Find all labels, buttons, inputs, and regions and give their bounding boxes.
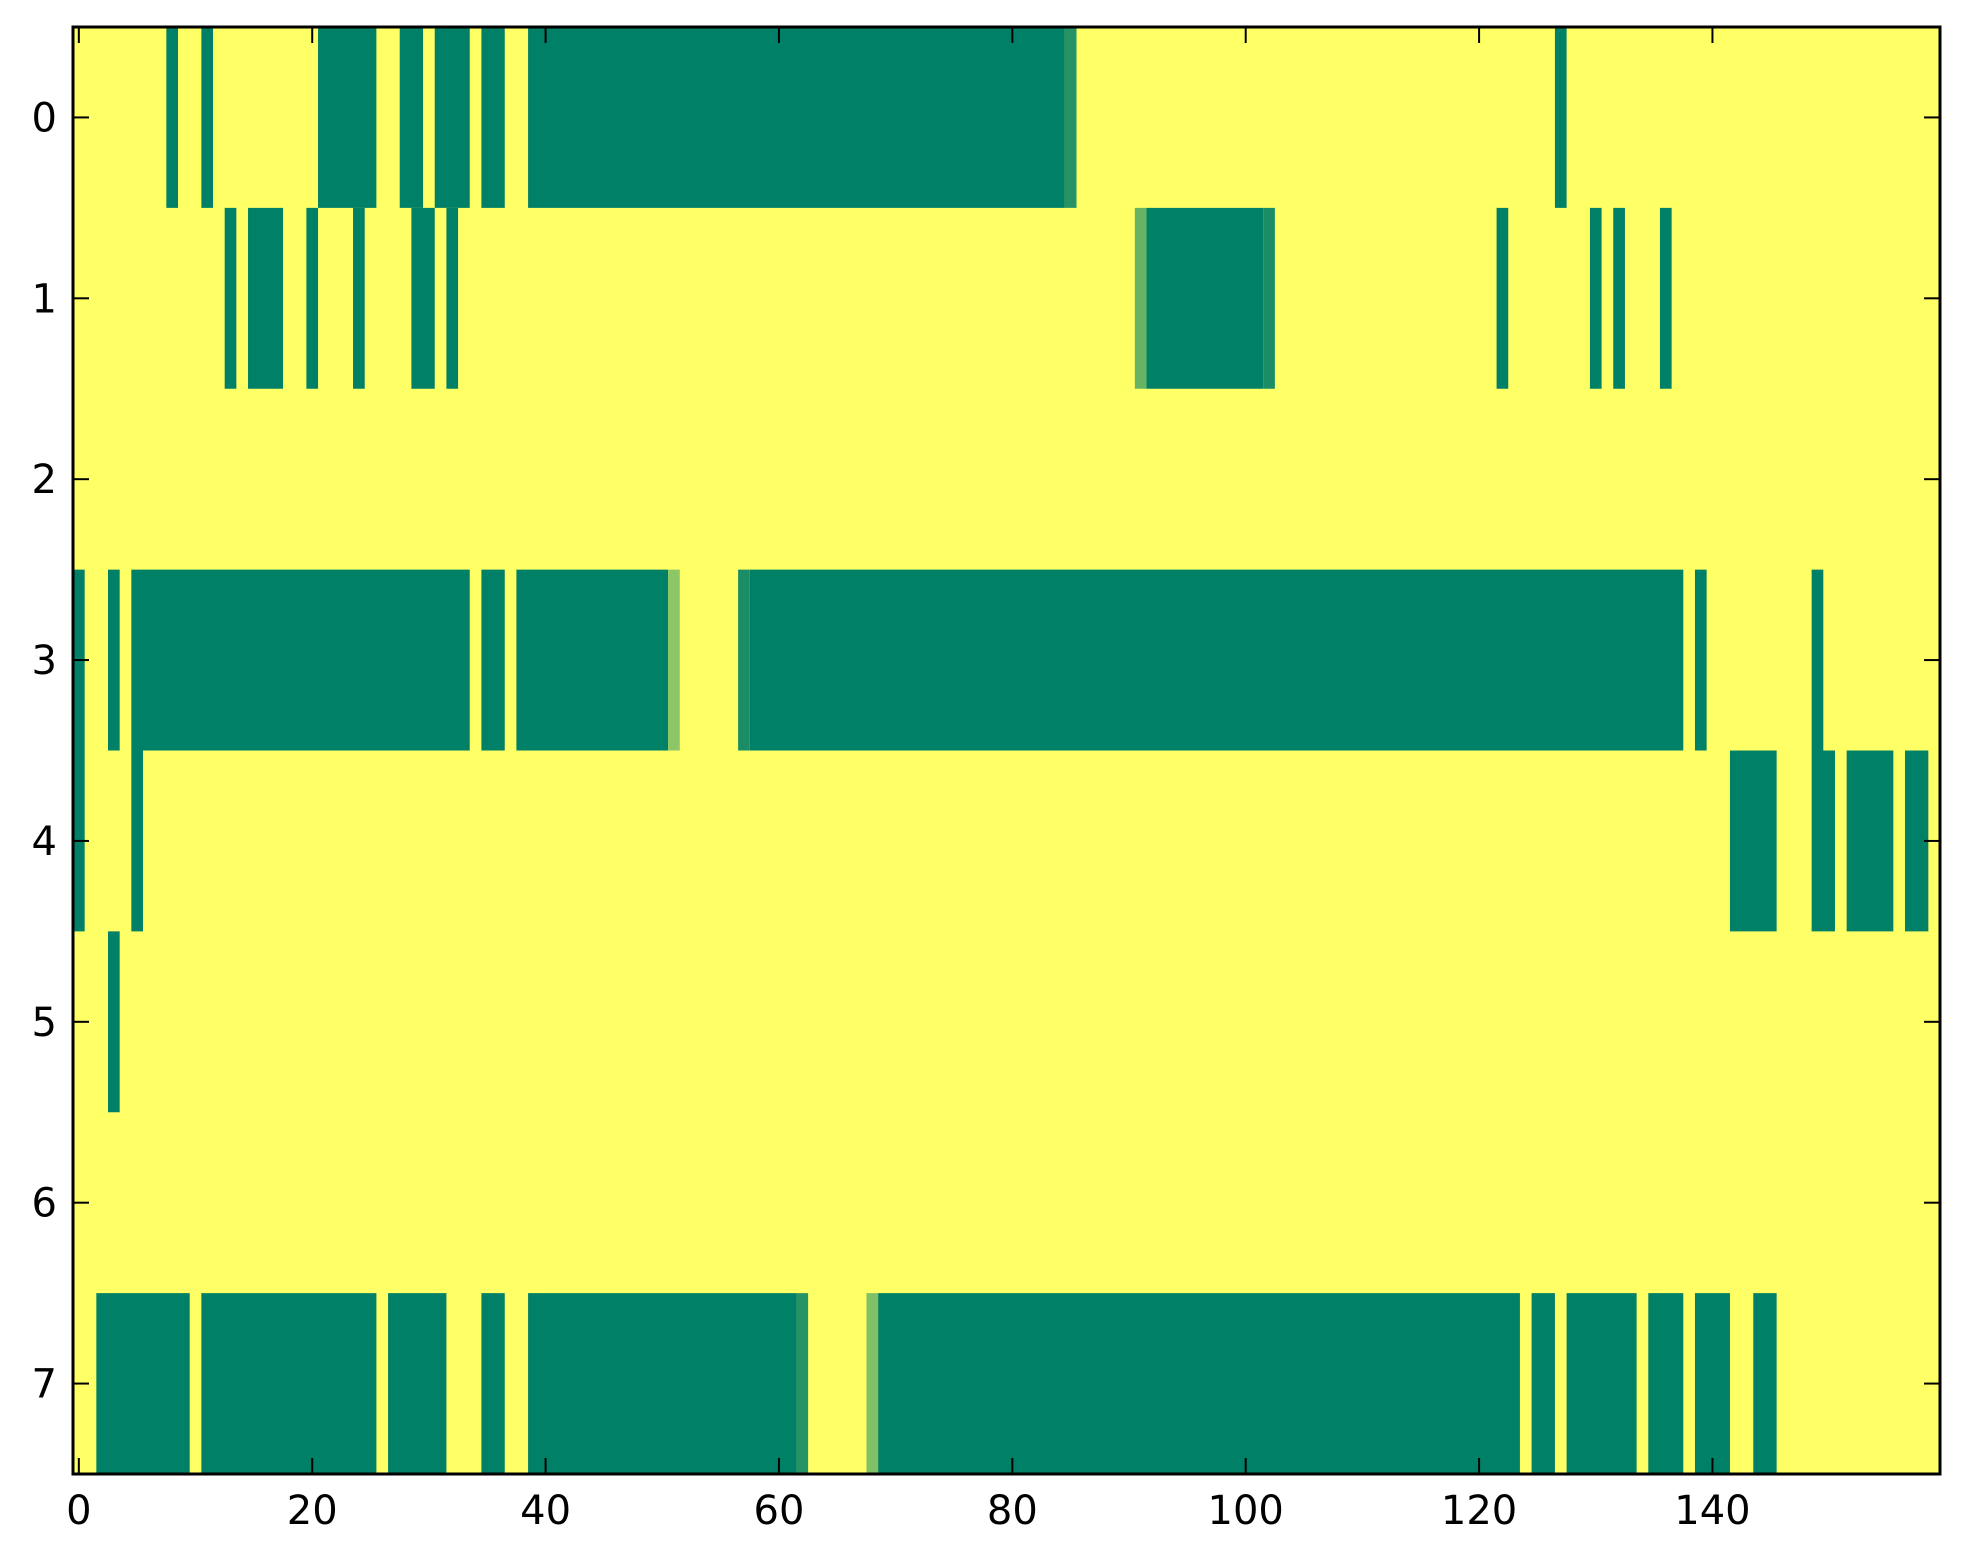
heatmap-cell [1729,750,1777,932]
heatmap-cell [796,1293,809,1475]
heatmap-cell [224,207,237,389]
y-tick-label: 3 [32,638,57,684]
x-tick-label: 0 [66,1488,91,1534]
heatmap-cell [388,1293,447,1475]
heatmap-cell [1263,207,1275,389]
plot-frame [71,25,1942,1476]
heatmap-cell [201,1293,377,1475]
heatmap-cell [108,569,120,751]
heatmap-cell [528,27,1065,208]
heatmap-cell [1904,750,1929,932]
heatmap-cell [1811,569,1824,751]
heatmap-cell [201,27,214,208]
heatmap-cell [668,569,680,751]
heatmap-cell [738,569,750,751]
heatmap-cell [1146,207,1264,389]
heatmap-cell [866,1293,879,1475]
heatmap-cell [1694,569,1707,751]
heatmap-cell [399,27,424,208]
heatmap-cell [1753,1293,1777,1475]
heatmap-cell [306,207,319,389]
y-tick-label: 2 [32,457,57,503]
heatmap-cell [1566,1293,1637,1475]
axis-ticks [73,27,1940,1474]
heatmap-cell [166,27,179,208]
heatmap-cell [1846,750,1894,932]
heatmap-cell [1811,750,1835,932]
x-tick-label: 80 [987,1488,1038,1534]
heatmap-cell [481,569,505,751]
x-tick-label: 120 [1441,1488,1517,1534]
heatmap-cell [353,207,365,389]
heatmap-cell [131,569,470,751]
heatmap-cell [481,27,505,208]
heatmap-cell [96,1293,190,1475]
y-tick-label: 5 [32,1000,57,1046]
heatmap-cell [516,569,669,751]
heatmap-cell [1531,1293,1555,1475]
heatmap-cell [318,27,377,208]
y-tick-label: 7 [32,1362,57,1408]
x-axis-tick-labels: 0 20 40 60 80 100 120 140 [66,1488,1751,1534]
heatmap-cell [1064,27,1077,208]
x-tick-label: 40 [520,1488,571,1534]
x-tick-label: 60 [754,1488,805,1534]
heatmap-cell [446,207,459,389]
x-tick-label: 20 [287,1488,338,1534]
heatmap-cell [434,27,470,208]
heatmap-cell [481,1293,505,1475]
y-tick-label: 6 [32,1181,57,1227]
heatmap-cell [1613,207,1625,389]
heatmap-cell [1554,27,1567,208]
heatmap-cell [1648,1293,1684,1475]
heatmap-cell [411,207,435,389]
heatmap-cell [1659,207,1672,389]
heatmap-cell [1694,1293,1730,1475]
y-tick-label: 1 [32,276,57,322]
heatmap-cell [1134,207,1147,389]
heatmap-cell [878,1293,1520,1475]
heatmap-cell [528,1293,797,1475]
heatmap-cell [1589,207,1602,389]
heatmap-cell [131,750,144,932]
heatmap-cell [749,569,1684,751]
y-axis-tick-labels: 0 1 2 3 4 5 6 7 [32,95,57,1407]
y-tick-label: 4 [32,819,57,865]
y-tick-label: 0 [32,95,57,141]
heatmap-cell [248,207,284,389]
heatmap-cell [1496,207,1509,389]
x-tick-label: 100 [1208,1488,1284,1534]
heatmap-cell [108,931,120,1113]
x-tick-label: 140 [1674,1488,1750,1534]
heatmap-cells [73,27,1940,1475]
